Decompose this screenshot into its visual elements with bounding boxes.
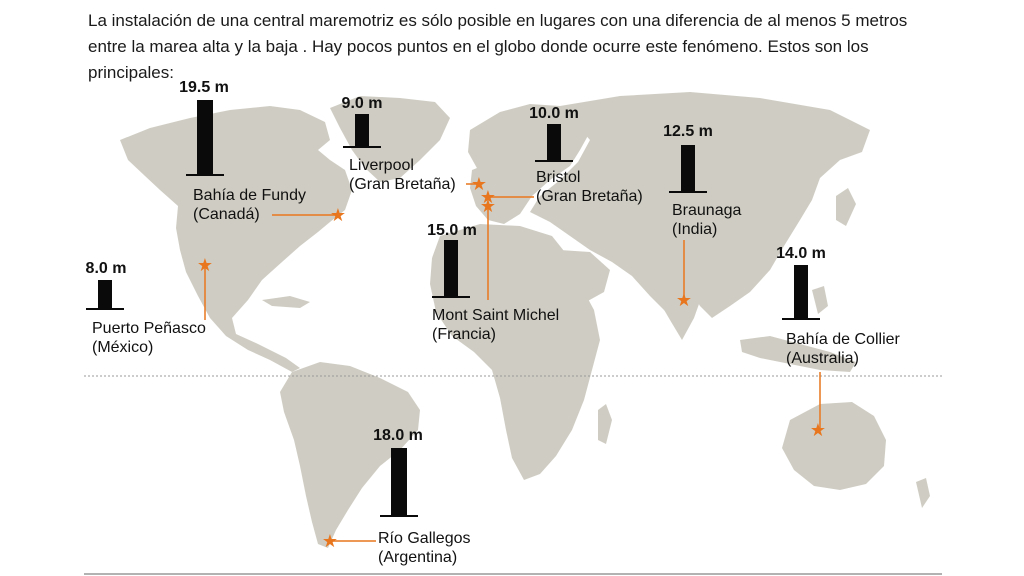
australia-landmass bbox=[782, 402, 886, 490]
site-name-bristol: Bristol bbox=[536, 169, 581, 186]
tide-bar-liverpool bbox=[355, 114, 369, 148]
tide-bar-base-liverpool bbox=[343, 146, 381, 148]
tide-bar-penasco bbox=[98, 280, 112, 310]
caribbean-landmass bbox=[262, 296, 310, 308]
tide-bar-braunaga bbox=[681, 145, 695, 193]
site-country-liverpool: (Gran Bretaña) bbox=[349, 176, 456, 193]
site-name-braunaga: Braunaga bbox=[672, 202, 742, 219]
site-name-collier: Bahía de Collier bbox=[786, 331, 900, 348]
site-label-gallegos: Río Gallegos (Argentina) bbox=[378, 529, 471, 567]
star-icon: ★ bbox=[470, 174, 488, 194]
tide-bar-collier bbox=[794, 265, 808, 320]
bar-value-fundy: 19.5 m bbox=[179, 79, 229, 96]
site-country-fundy: (Canadá) bbox=[193, 206, 260, 223]
intro-line-1: La instalación de una central maremotriz… bbox=[88, 11, 908, 30]
intro-line-3: principales: bbox=[88, 63, 174, 82]
tide-bar-base-collier bbox=[782, 318, 820, 320]
tide-bar-msm bbox=[444, 240, 458, 298]
star-icon: ★ bbox=[329, 205, 347, 225]
bar-value-bristol: 10.0 m bbox=[529, 105, 579, 122]
site-name-penasco: Puerto Peñasco bbox=[92, 320, 206, 337]
site-country-collier: (Australia) bbox=[786, 350, 859, 367]
bar-value-braunaga: 12.5 m bbox=[663, 123, 713, 140]
tide-bar-fundy bbox=[197, 100, 213, 176]
site-name-fundy: Bahía de Fundy bbox=[193, 187, 306, 204]
site-label-bristol: Bristol (Gran Bretaña) bbox=[536, 168, 643, 206]
star-icon: ★ bbox=[196, 255, 214, 275]
site-label-fundy: Bahía de Fundy (Canadá) bbox=[193, 186, 306, 224]
bar-value-msm: 15.0 m bbox=[427, 222, 477, 239]
star-icon: ★ bbox=[809, 420, 827, 440]
tide-bar-bristol bbox=[547, 124, 561, 162]
star-icon: ★ bbox=[479, 187, 497, 207]
new-zealand-landmass bbox=[916, 478, 930, 508]
site-country-braunaga: (India) bbox=[672, 221, 718, 238]
india-landmass bbox=[650, 268, 704, 340]
bar-value-gallegos: 18.0 m bbox=[373, 427, 423, 444]
africa-landmass bbox=[430, 224, 600, 480]
star-icon: ★ bbox=[479, 196, 497, 216]
site-label-liverpool: Liverpool (Gran Bretaña) bbox=[349, 156, 456, 194]
tide-bar-gallegos bbox=[391, 448, 407, 517]
indonesia-landmass bbox=[740, 336, 856, 372]
site-name-msm: Mont Saint Michel bbox=[432, 307, 560, 324]
star-icon: ★ bbox=[321, 531, 339, 551]
japan-landmass bbox=[836, 188, 856, 226]
philippines-landmass bbox=[812, 286, 828, 314]
site-label-msm: Mont Saint Michel (Francia) bbox=[432, 306, 559, 344]
tide-bar-base-penasco bbox=[86, 308, 124, 310]
site-label-penasco: Puerto Peñasco (México) bbox=[92, 319, 206, 357]
tide-bar-base-braunaga bbox=[669, 191, 707, 193]
star-icon: ★ bbox=[675, 290, 693, 310]
site-country-msm: (Francia) bbox=[432, 326, 497, 343]
tide-bar-base-bristol bbox=[535, 160, 573, 162]
madagascar-landmass bbox=[598, 404, 612, 444]
tide-bar-base-msm bbox=[432, 296, 470, 298]
site-name-liverpool: Liverpool bbox=[349, 157, 414, 174]
intro-line-2: entre la marea alta y la baja . Hay poco… bbox=[88, 37, 869, 56]
site-label-collier: Bahía de Collier (Australia) bbox=[786, 330, 900, 368]
site-country-penasco: (México) bbox=[92, 339, 154, 356]
asia-landmass bbox=[530, 92, 870, 318]
bar-value-collier: 14.0 m bbox=[776, 245, 826, 262]
bar-value-penasco: 8.0 m bbox=[85, 260, 127, 277]
intro-text: La instalación de una central maremotriz… bbox=[88, 8, 968, 86]
site-country-gallegos: (Argentina) bbox=[378, 549, 458, 566]
site-label-braunaga: Braunaga (India) bbox=[672, 201, 741, 239]
site-country-bristol: (Gran Bretaña) bbox=[536, 188, 643, 205]
north-america-landmass bbox=[120, 106, 352, 372]
leader-lines bbox=[204, 183, 821, 542]
bar-value-liverpool: 9.0 m bbox=[341, 95, 383, 112]
tide-bar-base-gallegos bbox=[380, 515, 418, 517]
tide-bar-base-fundy bbox=[186, 174, 224, 176]
british-isles-landmass bbox=[470, 166, 488, 200]
site-name-gallegos: Río Gallegos bbox=[378, 530, 471, 547]
south-america-landmass bbox=[280, 362, 420, 548]
